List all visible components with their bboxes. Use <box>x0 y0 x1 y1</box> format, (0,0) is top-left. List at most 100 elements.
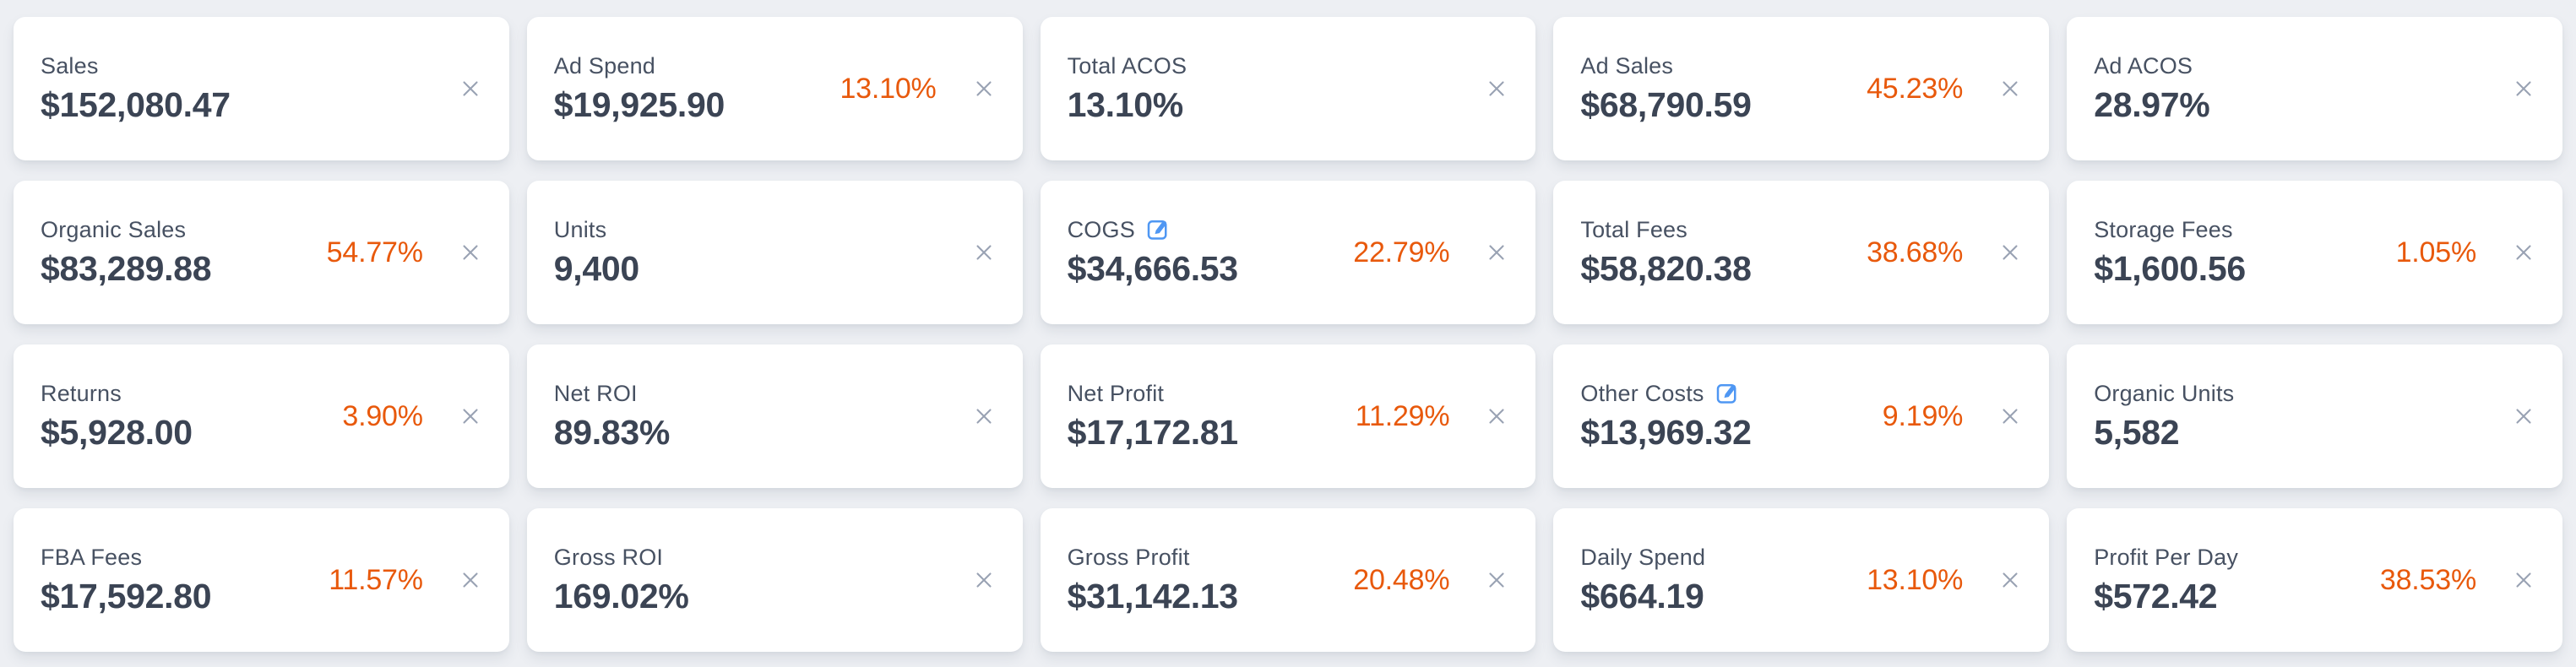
metric-value: $13,969.32 <box>1580 412 1752 452</box>
metric-title: Daily Spend <box>1580 545 1706 571</box>
metric-value: $17,172.81 <box>1067 412 1239 452</box>
metric-card-right: 38.68% <box>1867 236 2024 269</box>
edit-icon[interactable] <box>1145 217 1171 242</box>
metric-title: Ad Spend <box>553 53 655 79</box>
metric-title-row: Organic Sales <box>41 216 211 243</box>
metric-title: Profit Per Day <box>2094 545 2239 571</box>
metric-card-left: Daily Spend $664.19 <box>1580 544 1705 616</box>
close-icon[interactable] <box>970 403 997 430</box>
metric-title: Net ROI <box>553 381 638 407</box>
metric-title-row: COGS <box>1068 216 1238 243</box>
edit-icon[interactable] <box>1715 381 1740 406</box>
close-icon[interactable] <box>457 567 484 594</box>
metric-card-left: Storage Fees $1,600.56 <box>2094 216 2246 289</box>
metric-card-left: Units 9,400 <box>554 216 639 289</box>
metric-card-left: Net Profit $17,172.81 <box>1067 380 1239 453</box>
metric-title-row: Gross Profit <box>1068 544 1238 571</box>
metric-percentage: 11.29% <box>1355 399 1450 432</box>
metric-title: Gross ROI <box>553 545 664 571</box>
metric-card-right: 45.23% <box>1867 73 2024 106</box>
metric-card-right: 54.77% <box>327 236 484 269</box>
metric-card-right <box>2510 403 2537 430</box>
metric-card-right: 3.90% <box>342 400 483 433</box>
metric-card-units: Units 9,400 <box>526 181 1023 324</box>
metric-title-row: Ad Sales <box>1580 52 1751 79</box>
metric-title-row: Units <box>554 216 639 243</box>
metric-title: Organic Sales <box>41 217 187 243</box>
metric-card-profit-per-day: Profit Per Day $572.42 38.53% <box>2067 508 2562 652</box>
metric-card-left: Organic Units 5,582 <box>2094 380 2234 453</box>
metric-card-right: 11.57% <box>329 564 484 597</box>
metric-percentage: 20.48% <box>1353 563 1450 596</box>
metric-title: Ad Sales <box>1580 53 1674 79</box>
metric-card-daily-spend: Daily Spend $664.19 13.10% <box>1553 508 2050 652</box>
metric-value: $572.42 <box>2094 576 2218 615</box>
metric-card-cogs: COGS $34,666.53 22.79% <box>1040 181 1536 324</box>
metric-cards-grid: Sales $152,080.47 Ad Spend $19,925.90 13… <box>14 17 2562 652</box>
close-icon[interactable] <box>2510 403 2537 430</box>
close-icon[interactable] <box>2510 567 2537 594</box>
close-icon[interactable] <box>457 75 484 102</box>
metric-title: Ad ACOS <box>2094 53 2193 79</box>
metric-value: 13.10% <box>1067 84 1184 124</box>
close-icon[interactable] <box>457 239 484 266</box>
metric-percentage: 13.10% <box>1867 563 1964 596</box>
close-icon[interactable] <box>2510 239 2537 266</box>
metric-value: 89.83% <box>553 412 671 452</box>
close-icon[interactable] <box>2510 75 2537 102</box>
metric-value: $152,080.47 <box>41 84 231 124</box>
metric-value: $664.19 <box>1580 576 1704 615</box>
metric-value: $17,592.80 <box>41 576 212 615</box>
metric-title: Net Profit <box>1067 381 1165 407</box>
metric-card-sales: Sales $152,080.47 <box>14 17 509 160</box>
metric-value: $31,142.13 <box>1067 576 1239 615</box>
metric-card-right <box>970 567 997 594</box>
metric-title-row: Total Fees <box>1580 216 1751 243</box>
metric-card-left: Total Fees $58,820.38 <box>1580 216 1752 289</box>
metric-title: COGS <box>1067 217 1135 243</box>
close-icon[interactable] <box>1997 567 2024 594</box>
close-icon[interactable] <box>1483 75 1510 102</box>
metric-card-total-acos: Total ACOS 13.10% <box>1040 17 1536 160</box>
close-icon[interactable] <box>1997 239 2024 266</box>
metric-card-right <box>970 403 997 430</box>
close-icon[interactable] <box>970 75 997 102</box>
metric-title: Sales <box>41 53 99 79</box>
metric-card-net-profit: Net Profit $17,172.81 11.29% <box>1040 344 1536 488</box>
close-icon[interactable] <box>970 239 997 266</box>
metric-percentage: 11.57% <box>329 563 423 596</box>
metric-card-ad-acos: Ad ACOS 28.97% <box>2067 17 2562 160</box>
metric-card-right <box>457 75 484 102</box>
metric-title-row: Gross ROI <box>554 544 689 571</box>
metric-card-gross-roi: Gross ROI 169.02% <box>526 508 1023 652</box>
close-icon[interactable] <box>1483 403 1510 430</box>
metric-card-left: Total ACOS 13.10% <box>1068 52 1187 125</box>
close-icon[interactable] <box>1483 567 1510 594</box>
metric-card-left: Organic Sales $83,289.88 <box>41 216 212 289</box>
metric-card-right: 13.10% <box>840 73 997 106</box>
close-icon[interactable] <box>457 403 484 430</box>
metric-card-right: 11.29% <box>1356 400 1511 433</box>
metric-card-left: Net ROI 89.83% <box>553 380 671 453</box>
close-icon[interactable] <box>1483 239 1510 266</box>
metric-card-left: Gross ROI 169.02% <box>554 544 689 616</box>
metric-card-organic-sales: Organic Sales $83,289.88 54.77% <box>14 181 509 324</box>
metric-card-left: COGS $34,666.53 <box>1068 216 1239 289</box>
metric-card-ad-sales: Ad Sales $68,790.59 45.23% <box>1553 17 2050 160</box>
metric-value: $83,289.88 <box>41 248 212 288</box>
metric-title-row: Sales <box>41 52 231 79</box>
close-icon[interactable] <box>1997 75 2024 102</box>
metric-title: Returns <box>41 381 122 407</box>
metric-title-row: FBA Fees <box>41 544 211 571</box>
close-icon[interactable] <box>970 567 997 594</box>
close-icon[interactable] <box>1997 403 2024 430</box>
metric-percentage: 1.05% <box>2395 236 2477 268</box>
metric-value: $68,790.59 <box>1580 84 1752 124</box>
metric-title-row: Net Profit <box>1068 380 1238 407</box>
metric-title: Other Costs <box>1580 381 1704 407</box>
metric-card-left: Sales $152,080.47 <box>41 52 231 125</box>
metric-percentage: 3.90% <box>342 399 423 432</box>
metric-percentage: 54.77% <box>326 236 423 268</box>
metric-title-row: Profit Per Day <box>2094 544 2238 571</box>
